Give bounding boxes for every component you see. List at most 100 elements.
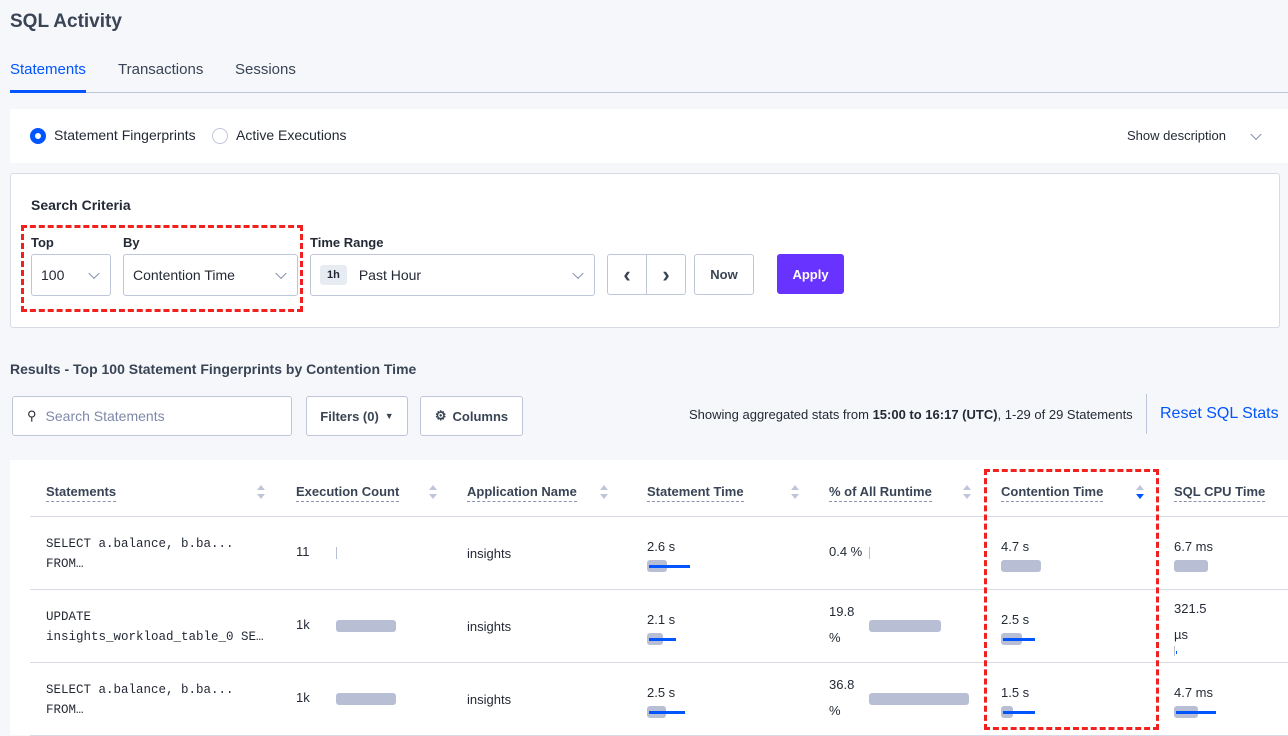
gear-icon: ⚙ [434, 408, 447, 423]
chevron-right-icon: › [662, 261, 670, 287]
filters-button[interactable]: Filters (0) ▼ [306, 396, 408, 436]
pct-text: 36.8 [829, 677, 855, 692]
search-criteria-title: Search Criteria [31, 197, 131, 213]
sort-icon[interactable] [600, 485, 608, 499]
deviation-line [649, 565, 690, 568]
column-header-execution-count[interactable]: Execution Count [296, 484, 400, 502]
highlight-box [984, 469, 1159, 730]
bar [1001, 560, 1041, 572]
chevron-down-icon[interactable] [1250, 128, 1262, 141]
tab-sessions[interactable]: Sessions [235, 61, 296, 78]
contention-time: 4.7 s [1001, 539, 1030, 554]
pct-text: 0.4 % [829, 544, 863, 559]
radio-label[interactable]: Statement Fingerprints [54, 127, 196, 143]
deviation-line [1176, 651, 1178, 654]
bar-tick [1174, 646, 1175, 656]
deviation-line [649, 638, 676, 641]
deviation-line [1176, 711, 1216, 714]
chevron-down-icon [572, 267, 584, 280]
bar-tick [869, 547, 870, 559]
previous-button[interactable]: ‹ [607, 254, 647, 295]
active-tab-indicator [10, 90, 86, 93]
search-placeholder: Search Statements [45, 408, 165, 424]
sql-cpu-time: 6.7 ms [1174, 539, 1213, 555]
statement-line: SELECT a.balance, b.ba... [46, 537, 234, 551]
bar [869, 620, 941, 632]
column-header-sql-cpu-time[interactable]: SQL CPU Time [1174, 484, 1266, 502]
cpu-text: 4.7 ms [1174, 685, 1214, 700]
reset-sql-stats-link[interactable]: Reset SQL Stats [1160, 405, 1279, 422]
statement-line: FROM… [46, 703, 84, 717]
cpu-text: 6.7 ms [1174, 539, 1214, 554]
sort-icon[interactable] [257, 485, 265, 499]
top-label: Top [31, 235, 54, 250]
radio-label[interactable]: Active Executions [236, 127, 347, 143]
now-button[interactable]: Now [694, 254, 754, 295]
bar [336, 620, 396, 632]
tab-divider [10, 92, 1288, 93]
execution-count: 1k [296, 690, 310, 705]
view-selector-panel: Statement Fingerprints Active Executions… [10, 109, 1288, 163]
bar [869, 693, 969, 705]
deviation-line [649, 711, 685, 714]
search-icon: ⚲ [27, 408, 37, 423]
bar-tick [336, 547, 337, 559]
row-divider [30, 662, 1288, 663]
sort-icon[interactable] [963, 485, 971, 499]
statement-link[interactable]: UPDATE insights_workload_table_0 SE… [46, 607, 264, 647]
columns-button[interactable]: ⚙ Columns [420, 396, 523, 436]
search-statements-input[interactable]: ⚲ Search Statements [12, 396, 292, 436]
bar [1174, 560, 1208, 572]
statement-link[interactable]: SELECT a.balance, b.ba... FROM… [46, 680, 234, 720]
filters-label: Filters (0) [320, 408, 379, 424]
application-name: insights [467, 619, 512, 634]
top-select[interactable]: 100 [31, 254, 111, 296]
by-value: Contention Time [133, 267, 235, 283]
bar [336, 693, 396, 705]
column-header-statements[interactable]: Statements [46, 484, 117, 502]
time-value: Past Hour [358, 267, 422, 283]
time-range-label: Time Range [310, 235, 384, 250]
summary-range: 15:00 to 16:17 (UTC) [872, 407, 998, 422]
tab-statements[interactable]: Statements [10, 61, 86, 78]
column-header-statement-time[interactable]: Statement Time [647, 484, 744, 502]
execution-count: 11 [296, 544, 310, 559]
sort-icon[interactable] [1136, 485, 1144, 499]
pct-text: % [829, 703, 841, 718]
results-title: Results - Top 100 Statement Fingerprints… [10, 361, 417, 377]
column-header-application-name[interactable]: Application Name [467, 484, 577, 502]
statement-time: 2.1 s [647, 612, 676, 627]
summary-count: , 1-29 of 29 Statements [997, 407, 1133, 422]
statement-link[interactable]: SELECT a.balance, b.ba... FROM… [46, 534, 234, 574]
divider [1146, 394, 1147, 434]
stats-summary: Showing aggregated stats from 15:00 to 1… [689, 407, 1133, 422]
search-criteria-panel: Search Criteria Top 100 By Contention Ti… [10, 173, 1280, 328]
pct-text: 19.8 [829, 604, 855, 619]
show-description-button[interactable]: Show description [1127, 128, 1226, 143]
chevron-down-icon: ▼ [384, 411, 394, 421]
next-button[interactable]: › [646, 254, 686, 295]
statement-line: FROM… [46, 557, 84, 571]
deviation-line [1003, 711, 1035, 714]
radio-statement-fingerprints[interactable] [30, 128, 46, 144]
cpu-text: 321.5 [1174, 601, 1207, 616]
column-header-contention-time[interactable]: Contention Time [1001, 484, 1104, 502]
page-title: SQL Activity [10, 11, 122, 32]
statement-line: SELECT a.balance, b.ba... [46, 683, 234, 697]
sort-icon[interactable] [791, 485, 799, 499]
contention-time: 1.5 s [1001, 685, 1030, 700]
row-divider [30, 589, 1288, 590]
column-header-pct-runtime[interactable]: % of All Runtime [829, 484, 932, 502]
sort-icon[interactable] [429, 485, 437, 499]
pct-runtime: 0.4 % [829, 544, 862, 560]
execution-count: 1k [296, 617, 310, 632]
statement-time: 2.5 s [647, 685, 676, 700]
tab-transactions[interactable]: Transactions [118, 61, 204, 78]
pct-runtime: 36.8% [829, 672, 854, 724]
sql-cpu-time: 321.5 µs [1174, 596, 1207, 648]
radio-active-executions[interactable] [212, 128, 228, 144]
by-select[interactable]: Contention Time [123, 254, 298, 296]
time-range-select[interactable]: 1h Past Hour [310, 254, 595, 296]
top-value: 100 [41, 267, 65, 283]
apply-button[interactable]: Apply [777, 254, 844, 294]
